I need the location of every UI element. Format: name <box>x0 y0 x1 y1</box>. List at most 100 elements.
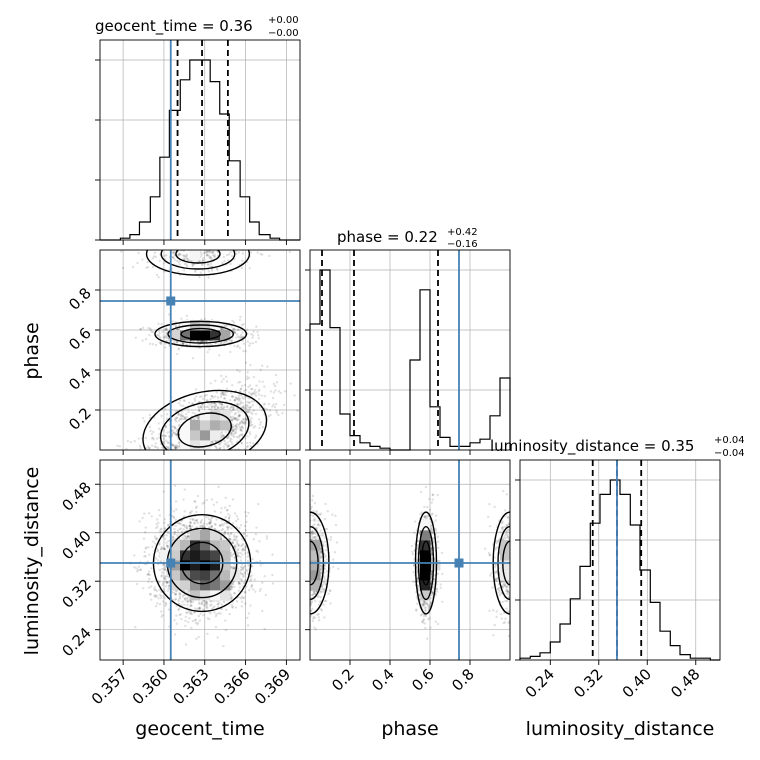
sample-point <box>177 461 179 463</box>
sample-point <box>241 542 245 546</box>
sample-point <box>241 433 244 436</box>
sample-point <box>238 403 242 406</box>
sample-point <box>208 522 211 526</box>
sample-point <box>181 404 185 408</box>
sample-point <box>210 405 213 408</box>
sample-point <box>271 396 275 400</box>
sample-point <box>179 467 181 469</box>
sample-point <box>189 450 191 452</box>
density-cell <box>200 330 211 341</box>
sample-point <box>231 429 234 432</box>
sample-point <box>209 464 211 466</box>
sample-point <box>191 402 195 405</box>
sample-point <box>164 434 168 438</box>
sample-point <box>195 510 198 514</box>
sample-point <box>148 573 151 577</box>
sample-point <box>255 434 258 438</box>
sample-point <box>208 265 212 268</box>
sample-point <box>217 455 219 457</box>
sample-point <box>221 527 225 531</box>
sample-point <box>239 428 242 432</box>
sample-point <box>148 553 151 556</box>
sample-point <box>182 258 186 261</box>
sample-point <box>211 251 214 255</box>
sample-point <box>162 429 165 432</box>
sample-point <box>197 405 200 408</box>
sample-point <box>217 485 220 489</box>
sample-point <box>210 451 212 453</box>
sample-point <box>192 454 194 456</box>
sample-point <box>151 265 155 269</box>
sample-point <box>181 241 183 243</box>
sample-point <box>232 408 235 411</box>
sample-point <box>175 241 177 243</box>
sample-point <box>243 383 247 387</box>
sample-point <box>233 591 236 595</box>
sample-point <box>215 391 218 394</box>
sample-point <box>165 455 167 457</box>
sample-point <box>223 442 226 446</box>
sample-point <box>220 247 222 249</box>
sample-point <box>175 429 179 432</box>
sample-point <box>164 424 167 428</box>
sample-point <box>196 607 199 610</box>
sample-point <box>214 625 218 629</box>
sample-point <box>215 250 218 252</box>
sample-point <box>214 523 217 526</box>
sample-point <box>234 424 237 427</box>
sample-point <box>209 604 212 607</box>
sample-point <box>133 478 135 480</box>
sample-point <box>130 246 132 248</box>
sample-point <box>246 616 249 620</box>
sample-point <box>202 462 204 464</box>
sample-point <box>183 474 185 476</box>
sample-point <box>133 565 136 569</box>
sample-point <box>173 447 177 450</box>
sample-point <box>277 390 281 393</box>
sample-point <box>159 596 163 600</box>
sample-point <box>233 545 236 548</box>
sample-point <box>143 555 146 558</box>
sample-point <box>213 510 217 513</box>
sample-point <box>232 428 235 431</box>
sample-point <box>237 414 240 418</box>
sample-point <box>135 468 137 470</box>
sample-point <box>162 440 166 443</box>
sample-point <box>178 595 181 598</box>
sample-point <box>158 530 161 533</box>
sample-point <box>200 263 204 267</box>
sample-point <box>185 527 189 530</box>
sample-point <box>245 520 248 524</box>
sample-point <box>174 476 176 478</box>
sample-point <box>225 526 229 529</box>
sample-point <box>178 247 180 249</box>
sample-point <box>185 596 188 600</box>
sample-point <box>202 522 206 525</box>
sample-point <box>226 512 230 516</box>
sample-point <box>207 232 209 234</box>
sample-point <box>200 603 203 606</box>
sample-point <box>263 575 266 578</box>
sample-point <box>156 446 160 450</box>
sample-point <box>173 468 175 470</box>
sample-point <box>157 276 160 279</box>
sample-point <box>229 532 233 535</box>
sample-point <box>130 465 132 467</box>
sample-point <box>242 406 245 410</box>
sample-point <box>233 258 236 261</box>
sample-point <box>234 425 237 428</box>
sample-point <box>207 243 209 245</box>
sample-point <box>227 516 231 520</box>
sample-point <box>205 245 207 247</box>
sample-point <box>237 581 241 585</box>
sample-point <box>172 460 174 462</box>
sample-point <box>144 453 146 455</box>
sample-point <box>202 397 205 401</box>
sample-point <box>194 621 198 625</box>
sample-point <box>160 615 163 618</box>
sample-point <box>235 427 238 430</box>
sample-point <box>238 586 242 589</box>
sample-point <box>244 350 248 353</box>
sample-point <box>207 270 211 273</box>
sample-point <box>194 506 198 510</box>
